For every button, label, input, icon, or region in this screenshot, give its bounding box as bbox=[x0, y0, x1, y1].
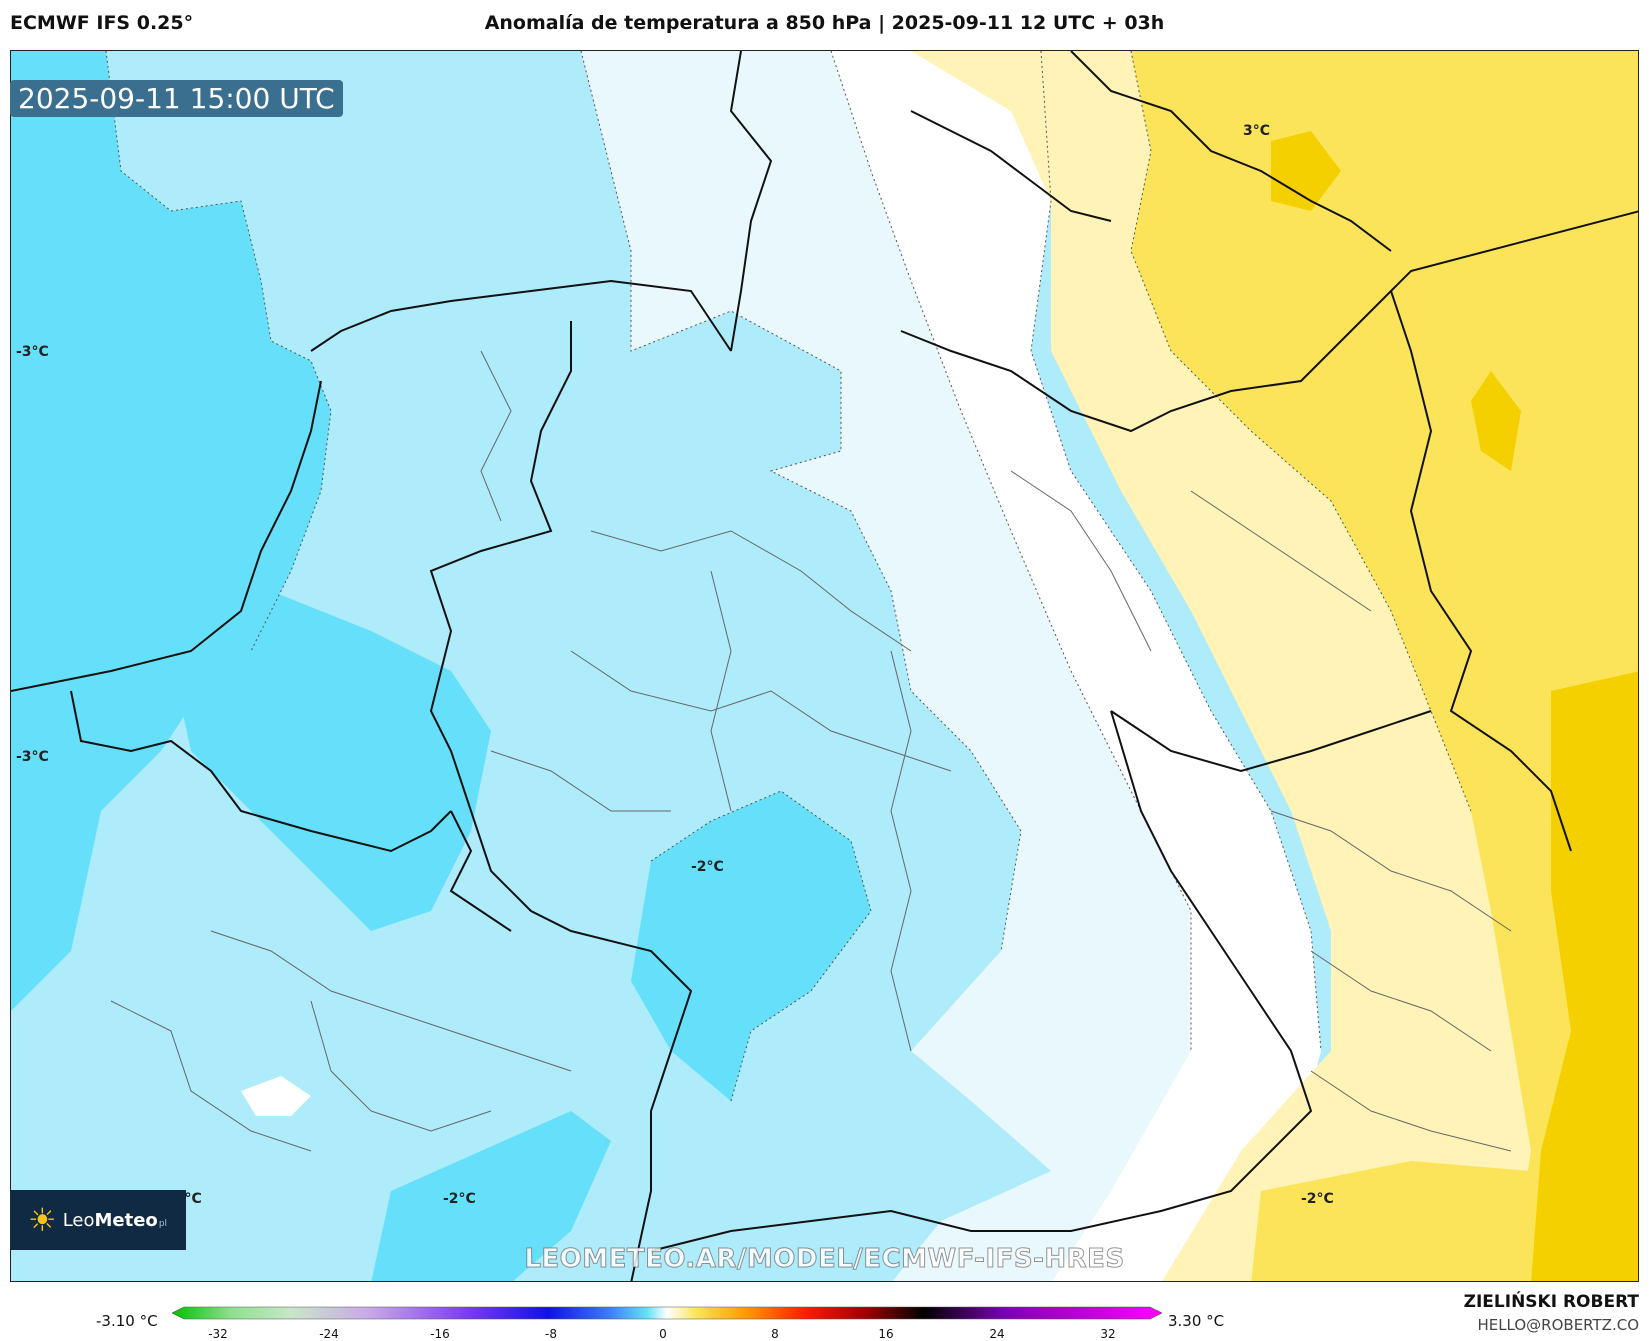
valid-time-badge: 2025-09-11 15:00 UTC bbox=[10, 80, 343, 117]
field-plus2 bbox=[1131, 51, 1638, 1281]
regional-borders bbox=[110, 350, 1512, 1152]
watermark-url: LEOMETEO.AR/MODEL/ECMWF-IFS-HRES bbox=[524, 1244, 1125, 1275]
contour-label: -3°C bbox=[16, 344, 49, 360]
field-neutral bbox=[831, 51, 1321, 1281]
colorbar-min-label: -3.10 °C bbox=[96, 1312, 158, 1330]
colorbar-tick: 24 bbox=[989, 1327, 1005, 1341]
colorbar-tick: -24 bbox=[319, 1327, 339, 1341]
logo-text: LeoMeteopl bbox=[62, 1209, 168, 1231]
model-name: ECMWF IFS 0.25° bbox=[10, 12, 194, 34]
colorbar-tick: 16 bbox=[878, 1327, 894, 1341]
author-name: ZIELIŃSKI ROBERT bbox=[1463, 1292, 1639, 1312]
field-minus3-west bbox=[11, 51, 331, 1011]
field-minus3-sw bbox=[371, 1111, 611, 1281]
contour-lines bbox=[105, 51, 1472, 1102]
colorbar-tick: -16 bbox=[430, 1327, 450, 1341]
contour-label: 3°C bbox=[1243, 123, 1271, 139]
field-minus1 bbox=[581, 51, 1241, 1281]
map-canvas bbox=[11, 51, 1638, 1281]
colorbar-tick: -8 bbox=[545, 1327, 557, 1341]
field-minus3-south bbox=[631, 791, 871, 1101]
author-email[interactable]: HELLO@ROBERTZ.CO bbox=[1477, 1316, 1639, 1334]
contour-label: -3°C bbox=[16, 749, 49, 765]
sun-icon: ☀ bbox=[28, 1201, 57, 1239]
country-borders bbox=[11, 51, 1638, 1281]
field-minus3-belgium bbox=[161, 591, 491, 931]
contour-label: -2°C bbox=[1301, 1191, 1334, 1207]
field-plus3-east bbox=[1531, 671, 1638, 1281]
colorbar bbox=[172, 1306, 1162, 1320]
chart-title: Anomalía de temperatura a 850 hPa | 2025… bbox=[484, 12, 1165, 34]
field-plus2-south bbox=[1251, 1161, 1531, 1281]
colorbar-tick: 8 bbox=[771, 1327, 779, 1341]
leometeo-logo[interactable]: ☀ LeoMeteopl bbox=[10, 1190, 186, 1250]
contour-label: -2°C bbox=[443, 1191, 476, 1207]
colorbar-tick: -32 bbox=[208, 1327, 228, 1341]
field-plus3-pocket bbox=[1471, 371, 1521, 471]
field-neutral-sw bbox=[241, 1076, 311, 1116]
colorbar-tick: 0 bbox=[659, 1327, 667, 1341]
colorbar-max-label: 3.30 °C bbox=[1168, 1312, 1225, 1330]
colorbar-tick: 32 bbox=[1100, 1327, 1116, 1341]
contour-label: -2°C bbox=[691, 859, 724, 875]
map-panel[interactable]: -3°C -3°C -2°C -2°C -2°C -2°C 3°C bbox=[10, 50, 1639, 1282]
field-plus3-north bbox=[1271, 131, 1341, 211]
